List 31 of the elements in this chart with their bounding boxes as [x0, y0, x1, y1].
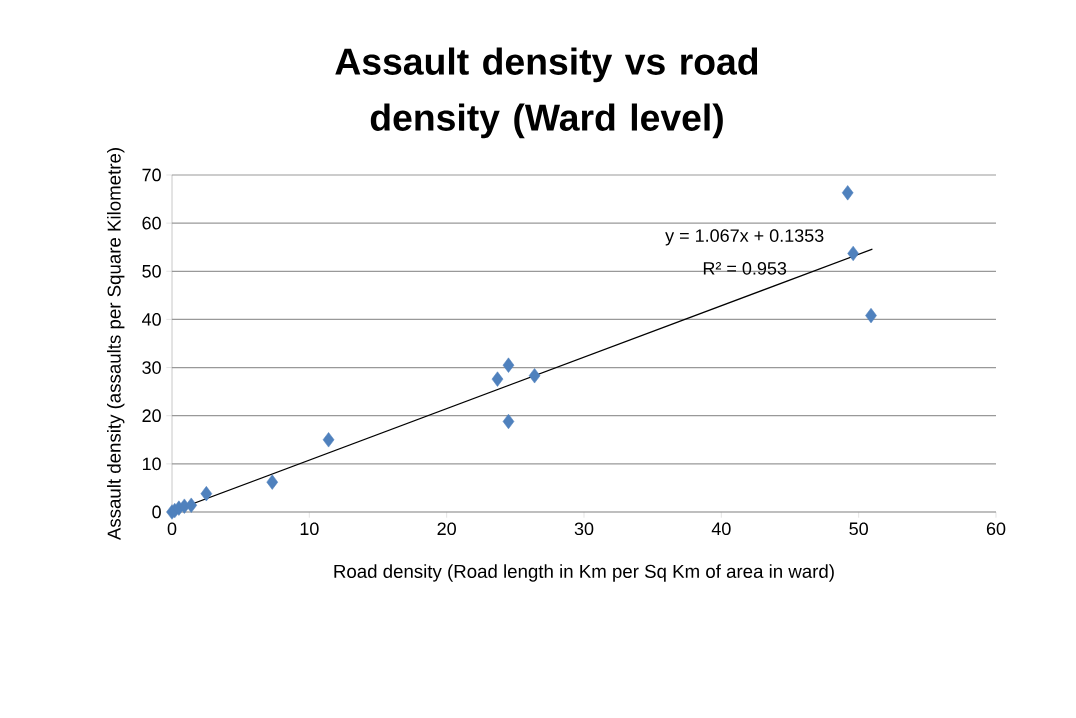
y-tick-label: 20 [142, 409, 161, 423]
point [847, 245, 859, 262]
point [841, 185, 854, 201]
point [266, 474, 279, 490]
x-tick-label: 50 [849, 522, 868, 536]
y-tick-label: 70 [142, 168, 161, 182]
point [491, 371, 504, 387]
x-axis-title: Road density (Road length in Km per Sq Km of area in ward) [334, 564, 834, 582]
x-tick-label: 0 [167, 522, 177, 536]
annotation: y = 1.067x + 0.1353 [665, 229, 824, 246]
point [185, 497, 198, 513]
x-tick-label: 10 [300, 522, 319, 536]
point [528, 368, 541, 384]
y-tick-label: 40 [142, 313, 161, 326]
y-tick-label: 60 [142, 216, 161, 230]
y-tick-label: 50 [142, 264, 161, 278]
x-tick-label: 60 [986, 522, 1006, 536]
y-axis-title: Assault density (assaults per Square Kilometre) [107, 148, 125, 541]
x-tick-label: 20 [437, 522, 456, 536]
chart-title: Assault density vs road density (Ward level) [335, 47, 758, 139]
x-tick-label: 30 [574, 522, 594, 536]
point [322, 432, 335, 448]
y-tick-label: 30 [142, 361, 161, 374]
point [865, 307, 877, 324]
y-tick-label: 0 [152, 505, 161, 519]
point [200, 486, 213, 502]
point [502, 357, 515, 373]
point [502, 413, 515, 430]
y-tick-label: 10 [142, 457, 161, 471]
x-tick-label: 40 [711, 522, 731, 536]
annotation: R² = 0.953 [703, 261, 787, 275]
